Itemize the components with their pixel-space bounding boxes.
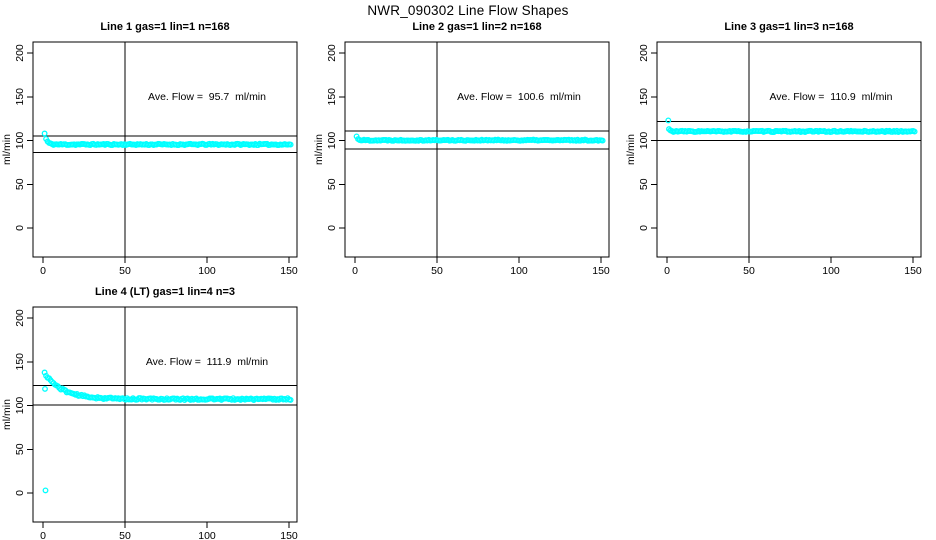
avg-flow-label-line-3: Ave. Flow = 110.9 ml/min xyxy=(769,91,893,103)
x-tick-label: 50 xyxy=(119,265,131,275)
flow-outlier-point xyxy=(42,487,49,494)
flow-panel-line-3: Line 3 gas=1 lin=3 n=168 0 50 100 150 0 50 100… xyxy=(624,0,936,275)
y-tick-label: 200 xyxy=(326,44,338,62)
y-tick-label: 50 xyxy=(638,178,650,190)
x-tick-label: 150 xyxy=(904,265,922,275)
data-points xyxy=(353,133,606,144)
avg-flow-label-line-2: Ave. Flow = 100.6 ml/min xyxy=(457,91,581,103)
panel-title-line-4: Line 4 (LT) gas=1 lin=4 n=3 xyxy=(94,286,236,298)
flow-point xyxy=(287,141,294,148)
x-tick-label: 50 xyxy=(119,530,131,540)
scatter-plot-line-3: 0 50 100 150 0 50 100 150 200 ml/min xyxy=(625,41,922,275)
x-tick-label: 150 xyxy=(280,265,298,275)
flow-panel-line-1: Line 1 gas=1 lin=1 n=168 0 50 100 150 0 50 100… xyxy=(0,0,312,275)
panel-title-line-1: Line 1 gas=1 lin=1 n=168 xyxy=(100,21,230,33)
y-tick-label: 0 xyxy=(14,225,26,231)
avg-flow-label-line-4: Ave. Flow = 111.9 ml/min xyxy=(145,356,269,368)
y-tick-label: 150 xyxy=(326,88,338,106)
y-tick-label: 50 xyxy=(14,178,26,190)
flow-point xyxy=(41,130,48,137)
flow-point xyxy=(911,128,918,135)
flow-panel-line-2: Line 2 gas=1 lin=2 n=168 0 50 100 150 0 50 100… xyxy=(312,0,624,275)
y-tick-label: 50 xyxy=(326,178,338,190)
x-tick-label: 0 xyxy=(40,265,46,275)
flow-point xyxy=(287,396,294,403)
x-tick-label: 100 xyxy=(510,265,528,275)
reference-lines xyxy=(657,42,921,257)
x-tick-label: 100 xyxy=(822,265,840,275)
data-points xyxy=(41,369,294,494)
avg-flow-label-line-1: Ave. Flow = 95.7 ml/min xyxy=(148,91,266,103)
tick-labels: 0 50 100 150 0 50 100 150 200 ml/min xyxy=(1,309,298,540)
x-tick-label: 0 xyxy=(664,265,670,275)
reference-lines xyxy=(33,307,297,522)
axes xyxy=(651,41,922,263)
x-tick-label: 150 xyxy=(592,265,610,275)
y-axis-label: ml/min xyxy=(1,134,13,165)
y-tick-label: 150 xyxy=(638,88,650,106)
y-tick-label: 50 xyxy=(14,443,26,455)
reference-lines xyxy=(345,42,609,257)
y-axis-label: ml/min xyxy=(313,134,325,165)
y-tick-label: 100 xyxy=(14,132,26,150)
data-points xyxy=(41,130,294,149)
x-tick-label: 50 xyxy=(743,265,755,275)
tick-labels: 0 50 100 150 0 50 100 150 200 ml/min xyxy=(313,44,610,275)
y-tick-label: 200 xyxy=(14,44,26,62)
x-tick-label: 100 xyxy=(198,265,216,275)
y-tick-label: 100 xyxy=(326,132,338,150)
x-tick-label: 150 xyxy=(280,530,298,540)
scatter-plot-line-1: 0 50 100 150 0 50 100 150 200 ml/min xyxy=(1,41,298,275)
y-tick-label: 0 xyxy=(638,225,650,231)
y-axis-label: ml/min xyxy=(625,134,637,165)
panel-title-line-3: Line 3 gas=1 lin=3 n=168 xyxy=(724,21,854,33)
reference-lines xyxy=(33,42,297,257)
flow-point xyxy=(599,137,606,144)
y-tick-label: 0 xyxy=(326,225,338,231)
panel-title-line-2: Line 2 gas=1 lin=2 n=168 xyxy=(412,21,542,33)
y-tick-label: 150 xyxy=(14,88,26,106)
y-axis-label: ml/min xyxy=(1,399,13,430)
axes xyxy=(27,41,298,263)
x-tick-label: 0 xyxy=(352,265,358,275)
y-tick-label: 200 xyxy=(14,309,26,327)
x-tick-label: 50 xyxy=(431,265,443,275)
axes xyxy=(339,41,610,263)
page-title: NWR_090302 Line Flow Shapes xyxy=(367,3,569,18)
flow-panel-line-4: Line 4 (LT) gas=1 lin=4 n=3 0 50 100 150 0 50… xyxy=(0,265,312,540)
scatter-plot-line-4: 0 50 100 150 0 50 100 150 200 ml/min xyxy=(1,306,298,540)
flow-outlier-point xyxy=(42,385,48,392)
tick-labels: 0 50 100 150 0 50 100 150 200 ml/min xyxy=(625,44,922,275)
y-tick-label: 100 xyxy=(638,132,650,150)
x-tick-label: 0 xyxy=(40,530,46,540)
tick-labels: 0 50 100 150 0 50 100 150 200 ml/min xyxy=(1,44,298,275)
scatter-plot-line-2: 0 50 100 150 0 50 100 150 200 ml/min xyxy=(313,41,610,275)
axes xyxy=(27,306,298,528)
y-tick-label: 200 xyxy=(638,44,650,62)
y-tick-label: 0 xyxy=(14,490,26,496)
y-tick-label: 150 xyxy=(14,353,26,371)
y-tick-label: 100 xyxy=(14,397,26,415)
data-points xyxy=(665,117,918,135)
x-tick-label: 100 xyxy=(198,530,216,540)
flow-outlier-point xyxy=(665,117,672,124)
